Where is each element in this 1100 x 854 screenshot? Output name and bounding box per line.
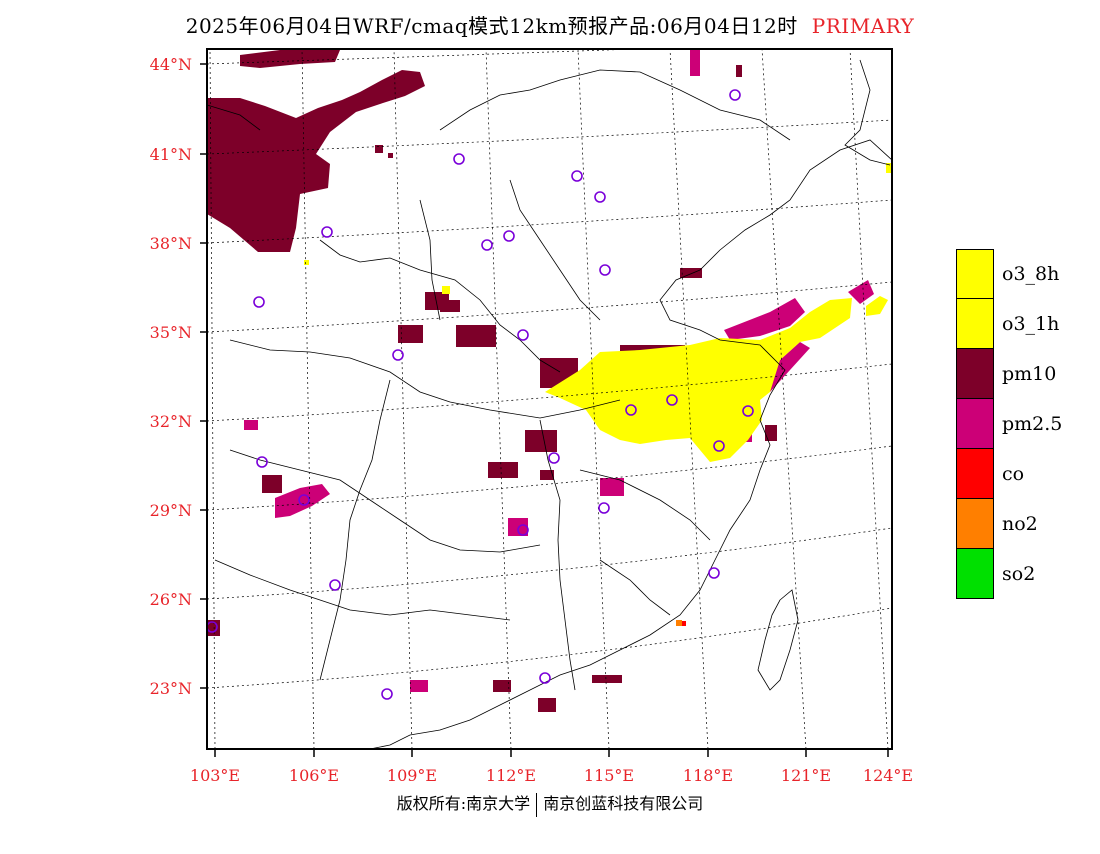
lon-label: 103°E — [189, 766, 241, 785]
lon-label: 115°E — [583, 766, 635, 785]
legend-label: no2 — [1002, 513, 1038, 535]
graticule — [207, 49, 892, 749]
legend-item-pm25: pm2.5 — [956, 399, 1086, 449]
map-frame — [206, 48, 893, 750]
legend-item-pm10: pm10 — [956, 349, 1086, 399]
axis-ticks — [200, 63, 889, 757]
lon-label: 124°E — [862, 766, 914, 785]
pollutant-legend: o3_8h o3_1h pm10 pm2.5 co no2 so2 — [956, 249, 1086, 599]
lon-label: 118°E — [682, 766, 734, 785]
title-main: 2025年06月04日WRF/cmaq模式12km预报产品:06月04日12时 — [185, 14, 798, 38]
legend-label: so2 — [1002, 563, 1036, 585]
legend-swatch — [956, 349, 994, 399]
lat-label: 44°N — [149, 55, 192, 74]
lon-label: 121°E — [780, 766, 832, 785]
o3-region — [304, 163, 892, 462]
copyright-footer: 版权所有:南京大学 南京创蓝科技有限公司 — [0, 790, 1100, 817]
lat-label: 29°N — [149, 501, 192, 520]
monitoring-stations — [207, 89, 754, 700]
legend-item-so2: so2 — [956, 549, 1086, 599]
lat-label: 23°N — [149, 679, 192, 698]
lon-label: 106°E — [288, 766, 340, 785]
legend-swatch — [956, 249, 994, 299]
lat-label: 32°N — [149, 412, 192, 431]
copyright-owner: 版权所有:南京大学 — [396, 794, 531, 813]
lon-label: 109°E — [386, 766, 438, 785]
lat-label: 41°N — [149, 145, 192, 164]
lat-label: 35°N — [149, 323, 192, 342]
legend-label: co — [1002, 463, 1025, 485]
legend-swatch — [956, 399, 994, 449]
legend-label: pm2.5 — [1002, 413, 1063, 435]
legend-item-o3-1h: o3_1h — [956, 299, 1086, 349]
legend-swatch — [956, 499, 994, 549]
legend-label: pm10 — [1002, 363, 1057, 385]
lat-label: 26°N — [149, 590, 192, 609]
map-title: 2025年06月04日WRF/cmaq模式12km预报产品:06月04日12时 P… — [0, 10, 1100, 39]
legend-item-co: co — [956, 449, 1086, 499]
legend-swatch — [956, 549, 994, 599]
lon-label: 112°E — [485, 766, 537, 785]
pm10-region-northwest — [207, 50, 777, 712]
legend-label: o3_8h — [1002, 263, 1060, 285]
pm25-region — [244, 50, 874, 692]
copyright-divider — [536, 792, 538, 817]
legend-swatch — [956, 449, 994, 499]
title-tag: PRIMARY — [811, 14, 915, 38]
legend-item-no2: no2 — [956, 499, 1086, 549]
co-no2-spot — [676, 620, 686, 626]
legend-label: o3_1h — [1002, 313, 1060, 335]
boundaries — [207, 59, 892, 749]
lat-label: 38°N — [149, 234, 192, 253]
legend-swatch — [956, 299, 994, 349]
copyright-company: 南京创蓝科技有限公司 — [543, 794, 704, 813]
legend-item-o3-8h: o3_8h — [956, 249, 1086, 299]
